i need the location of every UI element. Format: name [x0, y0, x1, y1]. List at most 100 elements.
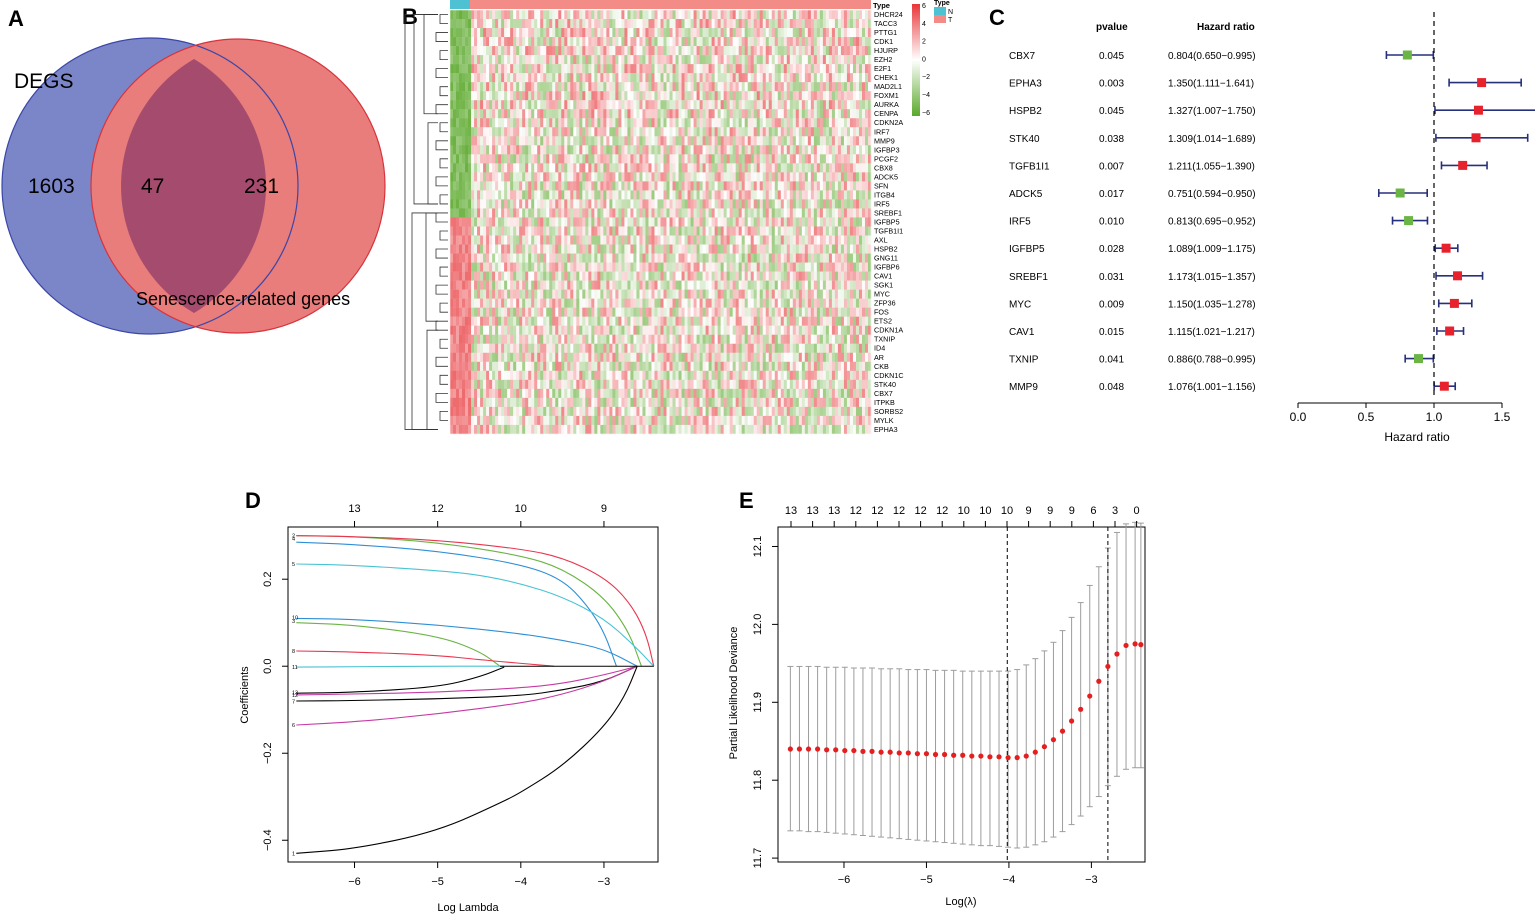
heatmap-cell: [585, 118, 589, 128]
heatmap-cell: [513, 316, 517, 326]
heatmap-cell: [573, 289, 577, 299]
heatmap-cell: [615, 244, 619, 254]
heatmap-cell: [855, 307, 860, 317]
heatmap-cell: [792, 19, 797, 29]
heatmap-cell: [684, 253, 688, 263]
heatmap-cell: [471, 118, 475, 128]
heatmap-cell: [504, 190, 508, 200]
heatmap-cell: [489, 280, 493, 290]
heatmap-cell: [627, 28, 631, 38]
heatmap-cell: [543, 73, 547, 83]
heatmap-cell: [717, 82, 721, 92]
heatmap-cell: [618, 307, 622, 317]
heatmap-cell: [861, 37, 866, 47]
heatmap-cell: [714, 154, 718, 164]
heatmap-cell: [600, 199, 604, 209]
heatmap-cell: [606, 37, 610, 47]
heatmap-cell: [603, 244, 607, 254]
heatmap-cell: [558, 181, 562, 191]
heatmap-cell: [534, 127, 538, 137]
heatmap-cell: [732, 145, 736, 155]
heatmap-cell: [771, 19, 776, 29]
heatmap-cell: [678, 10, 682, 20]
heatmap-cell: [729, 136, 733, 146]
heatmap-cell: [642, 136, 646, 146]
heatmap-cell: [657, 181, 661, 191]
heatmap-cell: [477, 82, 481, 92]
heatmap-cell: [852, 208, 857, 218]
heatmap-cell: [639, 235, 643, 245]
heatmap-cell: [534, 271, 538, 281]
heatmap-cell: [693, 190, 697, 200]
heatmap-cell: [627, 307, 631, 317]
heatmap-cell: [834, 64, 839, 74]
heatmap-cell: [480, 307, 484, 317]
heatmap-cell: [483, 217, 487, 227]
heatmap-cell: [744, 172, 749, 182]
heatmap-cell: [795, 154, 800, 164]
heatmap-cell: [705, 298, 709, 308]
heatmap-cell: [765, 244, 770, 254]
heatmap-cell: [510, 271, 514, 281]
heatmap-cell: [726, 145, 730, 155]
heatmap-cell: [504, 145, 508, 155]
heatmap-cell: [528, 109, 532, 119]
heatmap-cell: [456, 145, 460, 155]
heatmap-cell: [690, 163, 694, 173]
dendrogram-branch: [439, 14, 448, 24]
heatmap-cell: [804, 262, 809, 272]
heatmap-cell: [459, 37, 463, 47]
heatmap-cell: [744, 181, 749, 191]
heatmap-cell: [759, 316, 764, 326]
heatmap-cell: [462, 271, 466, 281]
heatmap-cell: [510, 289, 514, 299]
heatmap-cell: [459, 226, 463, 236]
heatmap-cell: [633, 262, 637, 272]
heatmap-cell: [534, 235, 538, 245]
heatmap-cell: [675, 307, 679, 317]
heatmap-cell: [489, 298, 493, 308]
heatmap-cell: [840, 217, 845, 227]
heatmap-cell: [540, 217, 544, 227]
heatmap-cell: [453, 10, 457, 20]
heatmap-cell: [789, 145, 794, 155]
heatmap-cell: [822, 172, 827, 182]
dendrogram-branch: [435, 104, 448, 115]
heatmap-cell: [561, 163, 565, 173]
heatmap-cell: [819, 82, 824, 92]
heatmap-cell: [867, 91, 872, 101]
heatmap-cell: [693, 235, 697, 245]
heatmap-cell: [747, 271, 752, 281]
heatmap-cell: [804, 217, 809, 227]
heatmap-cell: [603, 136, 607, 146]
heatmap-cell: [657, 208, 661, 218]
heatmap-cell: [813, 271, 818, 281]
heatmap-cell: [558, 244, 562, 254]
heatmap-cell: [810, 37, 815, 47]
heatmap-cell: [651, 163, 655, 173]
heatmap-cell: [450, 19, 454, 29]
heatmap-cell: [657, 316, 661, 326]
heatmap-cell: [495, 316, 499, 326]
heatmap-cell: [489, 316, 493, 326]
heatmap-cell: [783, 10, 788, 20]
heatmap-cell: [543, 127, 547, 137]
heatmap-cell: [738, 163, 742, 173]
heatmap-cell: [801, 118, 806, 128]
heatmap-cell: [639, 136, 643, 146]
heatmap-cell: [453, 82, 457, 92]
heatmap-cell: [699, 208, 703, 218]
heatmap-cell: [648, 280, 652, 290]
heatmap-cell: [759, 10, 764, 20]
heatmap-cell: [708, 280, 712, 290]
heatmap-cell: [639, 100, 643, 110]
heatmap-cell: [720, 10, 724, 20]
heatmap-cell: [822, 280, 827, 290]
heatmap-cell: [849, 316, 854, 326]
heatmap-cell: [804, 298, 809, 308]
heatmap-cell: [477, 145, 481, 155]
heatmap-cell: [717, 154, 721, 164]
heatmap-cell: [585, 235, 589, 245]
heatmap-cell: [684, 163, 688, 173]
heatmap-cell: [474, 109, 478, 119]
